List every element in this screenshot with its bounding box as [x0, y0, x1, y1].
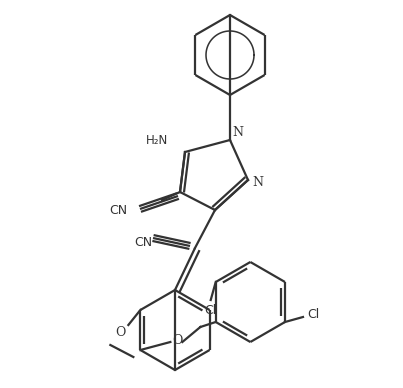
Text: O: O: [172, 334, 183, 346]
Text: N: N: [233, 125, 243, 139]
Text: H₂N: H₂N: [146, 133, 168, 147]
Text: N: N: [253, 175, 264, 189]
Text: Cl: Cl: [307, 308, 319, 322]
Text: O: O: [115, 326, 126, 340]
Text: Cl: Cl: [205, 303, 217, 317]
Text: CN: CN: [134, 237, 152, 249]
Text: CN: CN: [109, 203, 127, 217]
